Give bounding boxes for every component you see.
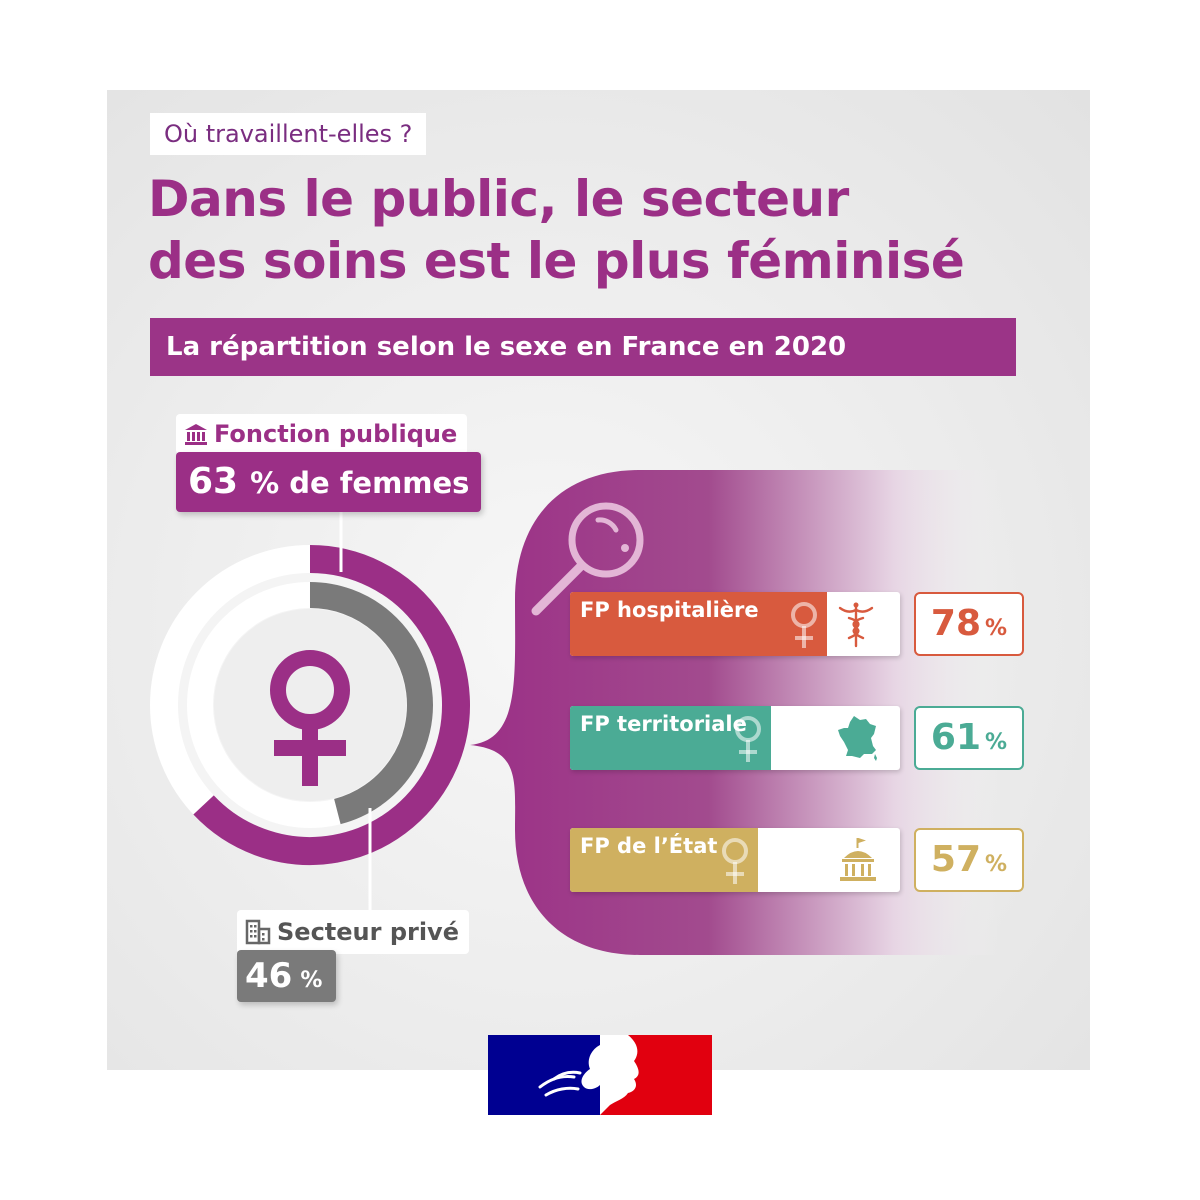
bar-fill-hospitaliere (570, 592, 827, 656)
government-building-icon (185, 424, 207, 445)
private-sector-value: 46 % (237, 950, 337, 1002)
pct-value-territoriale: 61 (930, 717, 982, 758)
pct-box-etat: 57 % (914, 828, 1024, 892)
public-sector-value-suffix: % de femmes (250, 466, 470, 500)
venus-icon (270, 650, 350, 786)
private-sector-value-suffix: % (300, 968, 323, 993)
public-sector-value-number: 63 (188, 461, 239, 502)
bar-label-hospitaliere: FP hospitalière (580, 598, 759, 622)
france-map-icon (838, 716, 877, 761)
bar-territoriale: FP territoriale (570, 706, 900, 770)
subtitle-banner: La répartition selon le sexe en France e… (150, 318, 1016, 376)
page-title: Dans le public, le secteur des soins est… (148, 168, 1048, 292)
office-building-icon (245, 919, 271, 945)
title-line-1: Dans le public, le secteur (148, 170, 849, 228)
caduceus-icon (838, 602, 874, 648)
venus-icon (722, 838, 748, 884)
pct-unit-etat: % (985, 852, 1008, 877)
pct-value-hospitaliere: 78 (930, 603, 982, 644)
bar-hospitaliere: FP hospitalière (570, 592, 900, 656)
pct-unit-hospitaliere: % (985, 616, 1008, 641)
bar-label-etat: FP de l’État (580, 834, 718, 858)
pct-box-territoriale: 61 % (914, 706, 1024, 770)
public-sector-label-text: Fonction publique (214, 420, 458, 448)
pct-value-etat: 57 (930, 839, 982, 880)
title-line-2: des soins est le plus féminisé (148, 232, 965, 290)
bar-etat: FP de l’État (570, 828, 900, 892)
marianne-logo-icon (488, 1035, 712, 1115)
venus-icon (791, 602, 817, 648)
magnifier-icon (531, 502, 644, 616)
pct-box-hospitaliere: 78 % (914, 592, 1024, 656)
ring-private-arc (309, 582, 433, 825)
ring-public-arc (193, 545, 470, 865)
bar-label-territoriale: FP territoriale (580, 712, 747, 736)
venus-icon (735, 716, 761, 762)
public-sector-label: Fonction publique (176, 414, 468, 454)
kicker-label: Où travaillent-elles ? (150, 113, 427, 155)
public-sector-value: 63 % de femmes (176, 452, 482, 512)
private-sector-label: Secteur privé (237, 910, 469, 954)
bar-fill-territoriale (570, 706, 771, 770)
private-sector-label-text: Secteur privé (277, 918, 459, 946)
private-sector-value-number: 46 (245, 956, 293, 996)
pct-unit-territoriale: % (985, 730, 1008, 755)
government-building-icon (840, 838, 876, 881)
